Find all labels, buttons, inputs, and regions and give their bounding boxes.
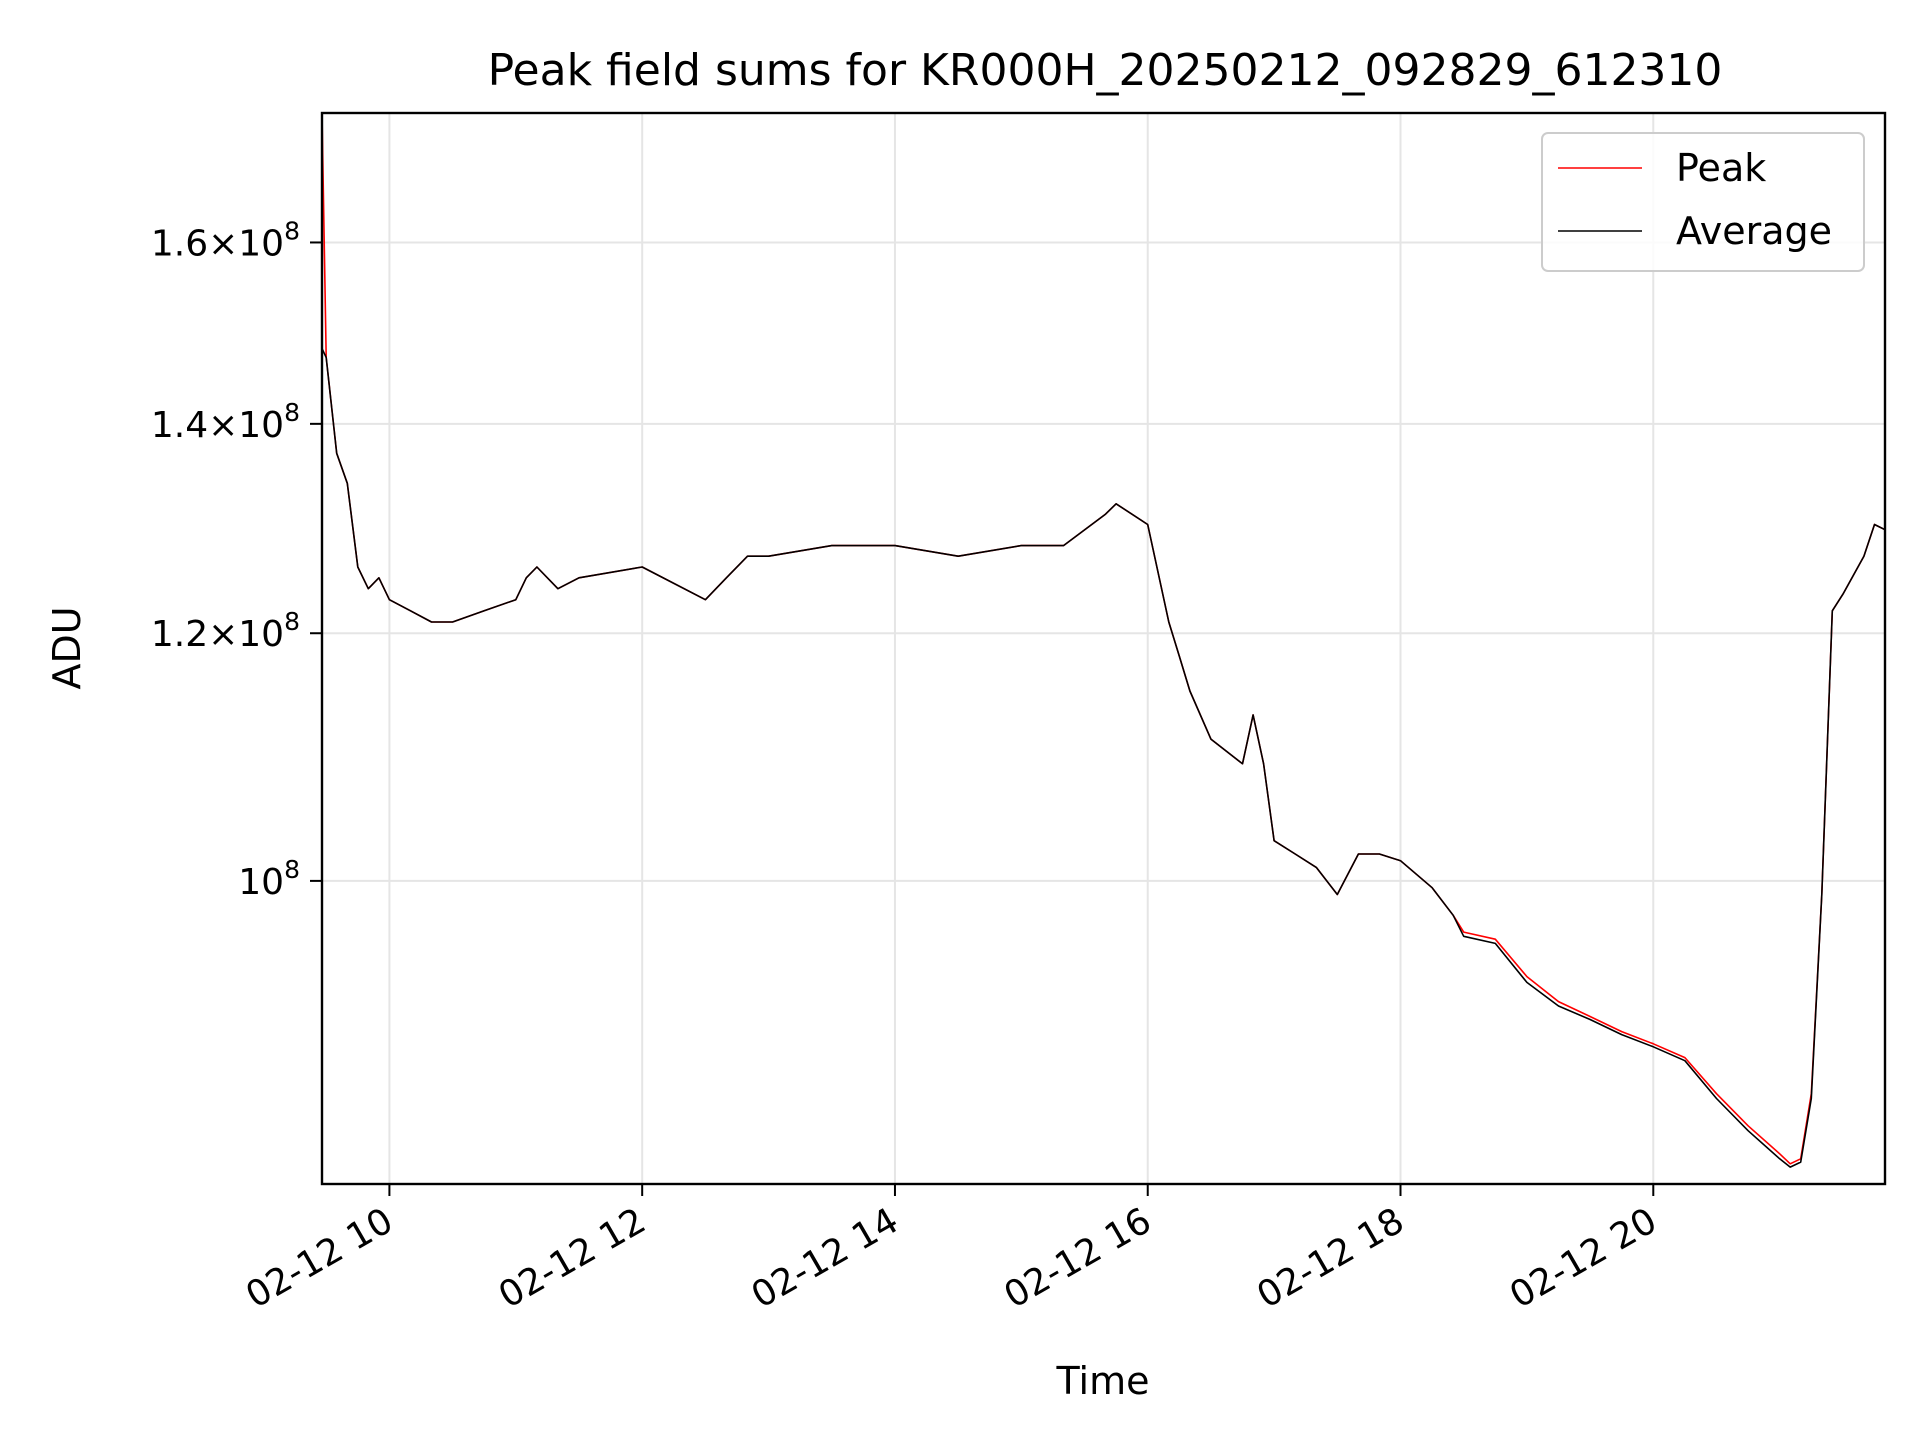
x-axis-ticks: 02-12 10 02-12 12 02-12 14 02-12 16 02-12 18… [239,1184,1664,1317]
x-tick-label: 02-12 12 [492,1200,653,1316]
series-line-average [321,348,1886,1168]
x-tick-label: 02-12 16 [998,1200,1159,1316]
x-tick-label: 02-12 10 [239,1200,400,1316]
x-axis-label: Time [1056,1359,1150,1403]
legend-label-peak: Peak [1676,146,1766,190]
series-lines [321,112,1886,1168]
x-tick-label: 02-12 14 [745,1200,906,1316]
y-tick-label: 1.6×108 [151,216,300,264]
y-tick-label: 1.4×108 [151,398,300,446]
plot-frame [320,111,1887,1186]
y-tick-label: 1.2×108 [151,607,300,655]
x-tick-label: 02-12 20 [1503,1200,1664,1316]
legend-label-average: Average [1676,209,1832,253]
x-tick-label: 02-12 18 [1250,1200,1411,1316]
y-axis-ticks: 108 1.2×108 1.4×108 1.6×108 [151,216,322,903]
grid-lines [322,113,1885,1184]
y-axis-label: ADU [45,606,89,689]
legend: Peak Average [1541,132,1865,272]
y-tick-label: 108 [238,855,300,903]
chart-title: Peak field sums for KR000H_20250212_0928… [488,45,1723,96]
